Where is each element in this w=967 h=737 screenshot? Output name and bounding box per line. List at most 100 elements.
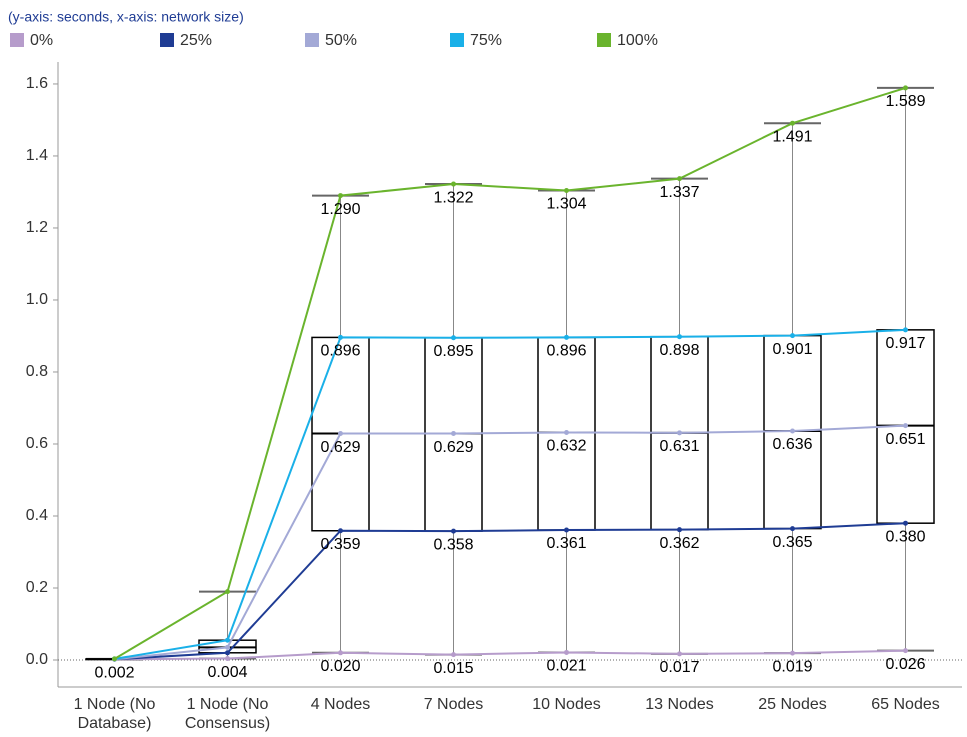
point: [338, 431, 343, 437]
data-label: 0.380: [885, 528, 925, 545]
data-label: 0.629: [320, 439, 360, 456]
point: [903, 327, 908, 333]
point: [225, 589, 230, 595]
data-label: 0.651: [885, 431, 925, 448]
point: [790, 526, 795, 532]
point: [225, 656, 230, 662]
point: [790, 650, 795, 656]
legend-label: 50%: [325, 32, 357, 49]
data-label: 0.898: [659, 342, 699, 359]
data-label: 0.026: [885, 656, 925, 673]
data-label: 0.019: [772, 658, 812, 675]
data-label: 0.896: [320, 343, 360, 360]
point: [677, 527, 682, 533]
legend-label: 75%: [470, 32, 502, 49]
data-label: 0.361: [546, 535, 586, 552]
data-label: 0.632: [546, 438, 586, 455]
x-tick-label: 10 Nodes: [532, 696, 601, 713]
x-tick-label: 1 Node (No Database): [73, 696, 156, 732]
data-label: 0.365: [772, 534, 812, 551]
y-tick-label: 1.6: [26, 75, 48, 92]
data-label: 0.004: [207, 664, 247, 681]
data-label: 1.304: [546, 196, 586, 213]
point: [677, 651, 682, 657]
data-label: 0.631: [659, 438, 699, 455]
data-label: 1.491: [772, 128, 812, 145]
x-tick-label: 25 Nodes: [758, 696, 827, 713]
y-tick-label: 0.0: [26, 651, 48, 668]
point: [225, 637, 230, 643]
data-label: 1.589: [885, 93, 925, 110]
y-tick-label: 0.6: [26, 435, 48, 452]
point: [451, 431, 456, 437]
y-tick-label: 0.4: [26, 507, 48, 524]
legend-swatch: [597, 33, 611, 47]
data-label: 0.636: [772, 436, 812, 453]
series-line: [113, 86, 906, 660]
series-line: [114, 424, 906, 661]
y-tick-label: 1.4: [26, 147, 48, 164]
point: [564, 188, 569, 194]
data-label: 0.017: [659, 659, 699, 676]
data-label: 0.901: [772, 341, 812, 358]
data-label: 0.359: [320, 536, 360, 553]
legend-label: 100%: [617, 32, 658, 49]
point: [903, 85, 908, 91]
point: [225, 650, 230, 656]
point: [903, 520, 908, 526]
point: [677, 334, 682, 340]
y-tick-label: 1.0: [26, 291, 48, 308]
y-tick-label: 1.2: [26, 219, 48, 236]
point: [564, 649, 569, 655]
data-label: 0.629: [433, 439, 473, 456]
x-tick-label: 7 Nodes: [423, 696, 484, 713]
series-line: [114, 328, 906, 660]
x-tick-label: 1 Node (No Consensus): [184, 696, 271, 732]
legend-swatch: [450, 33, 464, 47]
point: [451, 528, 456, 534]
point: [564, 429, 569, 435]
point: [564, 334, 569, 340]
legend-label: 25%: [180, 32, 212, 49]
point: [677, 430, 682, 436]
data-label: 0.358: [433, 536, 473, 553]
series-line: [114, 522, 906, 661]
series-line: [114, 649, 906, 661]
x-tick-label: 65 Nodes: [871, 696, 940, 713]
point: [338, 193, 343, 199]
point: [903, 423, 908, 429]
point: [112, 656, 117, 662]
data-label: 1.337: [659, 184, 699, 201]
point: [225, 644, 230, 650]
legend-swatch: [305, 33, 319, 47]
data-label: 0.015: [433, 660, 473, 677]
data-label: 0.020: [320, 658, 360, 675]
y-tick-label: 0.2: [26, 579, 48, 596]
data-label: 0.896: [546, 343, 586, 360]
point: [790, 120, 795, 126]
data-label: 0.362: [659, 535, 699, 552]
point: [338, 334, 343, 340]
point: [677, 176, 682, 182]
data-label: 0.002: [94, 664, 134, 681]
point: [451, 181, 456, 187]
x-tick-label: 13 Nodes: [645, 696, 714, 713]
point: [790, 428, 795, 434]
legend-swatch: [10, 33, 24, 47]
data-label: 1.322: [433, 189, 473, 206]
y-tick-label: 0.8: [26, 363, 48, 380]
legend-swatch: [160, 33, 174, 47]
chart-subtitle: (y-axis: seconds, x-axis: network size): [8, 9, 244, 25]
data-label: 0.895: [433, 343, 473, 360]
point: [790, 333, 795, 339]
data-label: 0.917: [885, 335, 925, 352]
data-label: 0.021: [546, 658, 586, 675]
point: [903, 648, 908, 654]
legend-label: 0%: [30, 32, 53, 49]
point: [451, 335, 456, 341]
data-label: 1.290: [320, 201, 360, 218]
point: [451, 652, 456, 658]
point: [564, 527, 569, 533]
